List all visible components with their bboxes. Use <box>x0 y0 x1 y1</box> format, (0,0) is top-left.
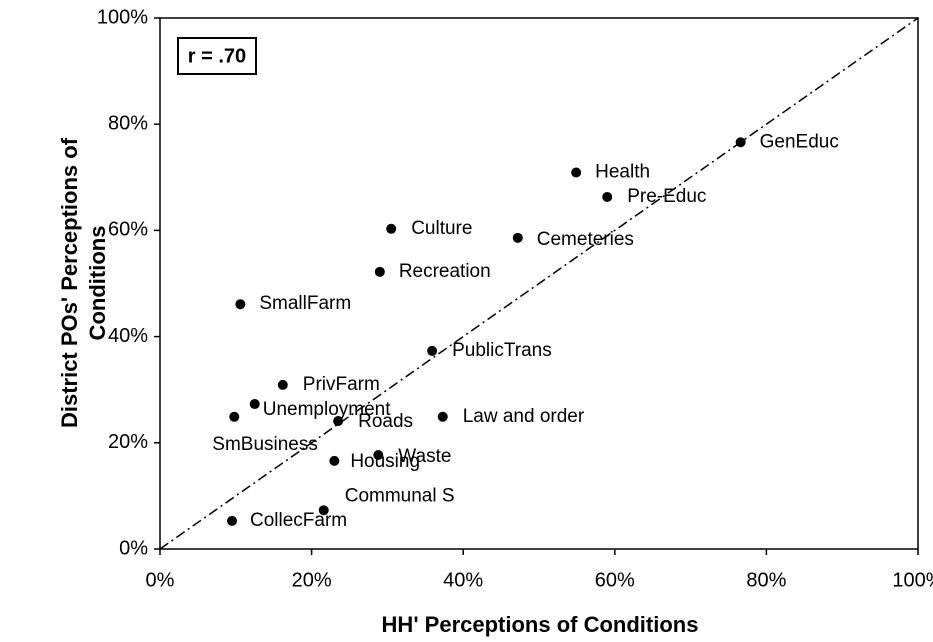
reference-line <box>159 17 919 550</box>
point-label: Pre-Educ <box>627 186 706 207</box>
y-tick-label: 80% <box>108 112 148 134</box>
point-label: CollecFarm <box>250 510 347 531</box>
point-label: PrivFarm <box>303 374 380 395</box>
x-tick-label: 0% <box>146 569 175 591</box>
point-label: Communal S <box>345 485 455 506</box>
y-tick-label: 0% <box>119 537 148 559</box>
annotation: r = .70 <box>188 45 246 67</box>
point-label: Culture <box>411 218 472 239</box>
point <box>329 455 340 466</box>
point <box>437 411 448 422</box>
point <box>229 411 240 422</box>
x-tick-label: 100% <box>892 569 933 591</box>
y-axis-title: District POs' Perceptions of Conditions <box>57 137 110 428</box>
point <box>277 379 288 390</box>
y-tick-label: 40% <box>108 325 148 347</box>
point <box>333 416 344 427</box>
plot-frame <box>159 17 919 550</box>
y-tick-label: 20% <box>108 431 148 453</box>
point <box>571 167 582 178</box>
point <box>249 399 260 410</box>
point-label: Cemeteries <box>537 229 634 250</box>
point <box>735 137 746 148</box>
y-tick-label: 60% <box>108 219 148 241</box>
x-tick-label: 80% <box>746 569 786 591</box>
x-tick-label: 60% <box>595 569 635 591</box>
point-label: GenEduc <box>760 131 839 152</box>
point <box>227 515 238 526</box>
point-label: SmallFarm <box>259 293 351 314</box>
point-label: Unemployment <box>263 399 391 420</box>
annotation-box <box>177 37 257 75</box>
point <box>427 345 438 356</box>
x-tick-label: 20% <box>292 569 332 591</box>
point-label: Health <box>595 162 650 183</box>
point-label: PublicTrans <box>452 340 552 361</box>
point-label: Housing <box>350 451 420 472</box>
point <box>374 266 385 277</box>
point <box>373 450 384 461</box>
x-tick-label: 40% <box>443 569 483 591</box>
point <box>318 505 329 516</box>
point-label: Recreation <box>399 261 491 282</box>
point <box>386 223 397 234</box>
point-label: Law and order <box>463 406 585 427</box>
point-label: Roads <box>358 411 413 432</box>
point <box>235 299 246 310</box>
x-axis-title: HH' Perceptions of Conditions <box>382 612 699 637</box>
point <box>602 191 613 202</box>
y-tick-label: 100% <box>97 6 148 28</box>
point-label: SmBusiness <box>212 434 318 455</box>
point <box>512 232 523 243</box>
point-label: Waste <box>398 446 451 467</box>
